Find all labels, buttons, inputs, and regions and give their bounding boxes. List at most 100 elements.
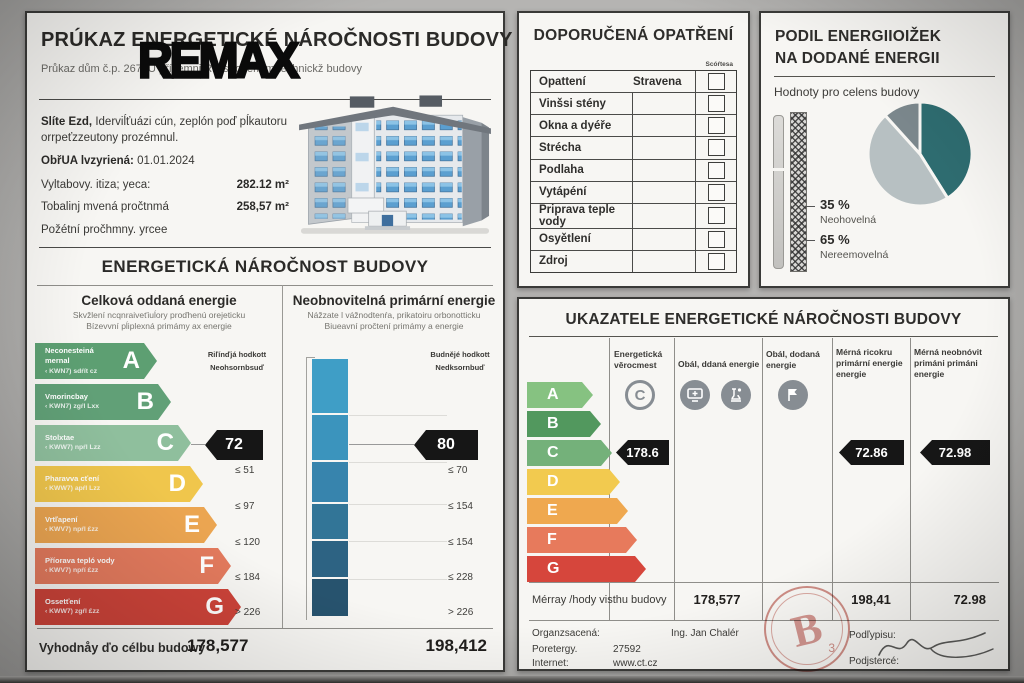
subtitle-line: Bízevvní pĺiplexná primámy ax energie (86, 321, 232, 332)
arrow-label: Vmorincbay ‹ KWN7) zgŕl Lxx (45, 392, 134, 411)
gridline (349, 541, 447, 542)
arrow-letter: F (547, 531, 557, 548)
energy-class-arrow-e: Vrtľapení ‹ KWV7) npŕl £zz E (35, 507, 217, 543)
energy-class-arrow-d: Pharavva cťení ‹ KWW7) apŕl Lzz D (35, 466, 203, 502)
gridline (349, 415, 447, 416)
bar-segment (312, 462, 348, 502)
arrow-label-text: Stolxtae (45, 433, 75, 443)
empty-cell (632, 203, 695, 228)
section-title: ENERGETICKÁ NÁROČNOST BUDOVY (101, 257, 429, 276)
subtitle-line: Skvžlení ncqnraiveťiuĺory proďhenú oreje… (72, 310, 246, 320)
divider (39, 99, 491, 100)
arrow-letter: C (547, 444, 559, 461)
checkbox[interactable] (707, 139, 725, 157)
energy-class-arrow-c: Stolxtae ‹ KWW7) npŕl Lzz C (35, 425, 191, 461)
threshold: > 226 (448, 607, 474, 618)
checkbox[interactable] (707, 161, 725, 179)
scale-note-line: Nedksornbuď (435, 362, 485, 372)
legend-name: Neohovelná (820, 214, 877, 226)
share-title-line1: PODIL ENERGIIOIŽEK (775, 28, 942, 45)
table-divider (674, 338, 675, 620)
arrow-label-unit: ‹ KWN7) zgŕl Lxx (45, 403, 100, 411)
signature-label: Podľypisu: (849, 630, 896, 641)
gridline (349, 462, 447, 463)
area1-value: 282.12 m² (236, 178, 289, 191)
share-title-line2: NA DODANÉ ENERGII (775, 50, 940, 68)
bottom-value: 198,41 (851, 592, 891, 607)
divider (37, 628, 493, 629)
internet-value: www.ct.cz (613, 658, 658, 669)
table-divider (529, 582, 999, 583)
photo-edge (0, 676, 1024, 683)
threshold: ≤ 228 (448, 572, 473, 583)
checkbox-cell (695, 250, 736, 272)
empty-cell (632, 159, 695, 181)
table-row: Vinšsi stény (531, 92, 736, 115)
bar-segment (312, 359, 348, 413)
arrow-label: Ossetťení ‹ KWW7) zgŕl £zz (45, 597, 202, 616)
threshold: ≤ 184 (235, 572, 260, 583)
threshold: ≤ 120 (235, 537, 260, 548)
arrow-letter: B (136, 388, 154, 415)
page-subtitle: Průkaz dům č.p. 267, U přízemni RD s roz… (41, 63, 362, 75)
measure-label: Zdroj (539, 255, 568, 268)
note-line: Požétní pročhmny. yrcee (41, 223, 168, 236)
arrow-label-text: Příorava tepló vody (45, 556, 115, 566)
arrow-label-unit: ‹ KWW7) npŕl Lzz (45, 444, 101, 452)
arrow-label: Neconesteiná mernal ‹ KWN7) sdŕít cz (45, 346, 120, 375)
arrow-label-text: Neconesteiná mernal (45, 346, 94, 366)
arrow-label: Pharavva cťení ‹ KWW7) apŕl Lzz (45, 474, 166, 493)
share-subtitle: Hodnoty pro celens budovy (774, 85, 920, 99)
value-pointer-line (191, 444, 205, 445)
measures-table: Opattení Stravena Vinšsi stény Okna a dy… (530, 70, 737, 273)
indicator-class-arrow-e: E (527, 498, 628, 524)
bar-axis-bracket (306, 357, 315, 620)
threshold: ≤ 97 (235, 501, 255, 512)
owner-line: Slíte Ezd, Iderviĺťuázi cún, zeplón poď … (41, 115, 289, 146)
divider (37, 285, 493, 286)
checkbox[interactable] (707, 183, 725, 201)
column-header: Mérná neobnóvit primáni primáni energie (914, 347, 983, 380)
issued-date: 01.01.2024 (137, 155, 195, 168)
checkbox-cell (695, 137, 736, 159)
indicator-class-arrow-d: D (527, 469, 620, 495)
checkbox-cell (695, 203, 736, 228)
area-row: Tobalinj mvená pročtnmá 258,57 m² (41, 200, 289, 216)
checkbox-cell (695, 93, 736, 115)
measure-label: Osyětlení (539, 233, 591, 246)
table-row: Zdroj (531, 249, 736, 272)
checkbox[interactable] (707, 230, 725, 248)
share-title: PODIL ENERGIIOIŽEK NA DODANÉ ENERGII (775, 26, 941, 71)
checkbox[interactable] (707, 95, 725, 113)
energy-share-panel: PODIL ENERGIIOIŽEK NA DODANÉ ENERGII Hod… (759, 11, 1010, 288)
checkbox[interactable] (707, 117, 725, 135)
bottom-value: 72.98 (953, 592, 986, 607)
checkbox[interactable] (707, 73, 725, 91)
primary-energy-subtitle: Nážzate l vážnodtenŕa, prikatoiru orbono… (287, 310, 501, 332)
gridline (349, 579, 447, 580)
subtitle-line: Nážzate l vážnodtenŕa, prikatoiru orbono… (307, 310, 481, 320)
threshold: ≤ 51 (235, 465, 255, 476)
threshold: ≤ 154 (448, 501, 473, 512)
checkbox-cell (695, 228, 736, 250)
measure-label: Podlaha (539, 164, 584, 177)
arrow-label-text: Ossetťení (45, 597, 81, 607)
arrow-letter: C (156, 429, 174, 456)
arrow-letter: G (547, 560, 560, 577)
pie-slice-other (883, 100, 922, 156)
arrow-letter: E (183, 511, 200, 538)
table-divider (832, 338, 833, 620)
arrow-label-text: Vrtľapení (45, 515, 78, 525)
nonrenewable-energy-tag: 72.98 (920, 440, 990, 465)
checkbox[interactable] (707, 207, 725, 225)
building-info-block: Slíte Ezd, Iderviĺťuázi cún, zeplón poď … (41, 115, 289, 246)
bar-segment (312, 541, 348, 577)
table-row: Podlaha (531, 158, 736, 181)
table-row: Vytápéní (531, 180, 736, 203)
checkbox[interactable] (707, 252, 725, 270)
arrow-label-unit: ‹ KWV7) npŕí £zz (45, 567, 99, 575)
measure-label: Priprava teple vody (539, 203, 616, 228)
score-column-label: Scóŕtesa (705, 61, 733, 68)
table-row: Okna a dyéře (531, 114, 736, 137)
certificate-panel: PRÚKAZ ENERGETICKÉ NÁROČNOSTI BUDOVY Prů… (25, 11, 512, 672)
